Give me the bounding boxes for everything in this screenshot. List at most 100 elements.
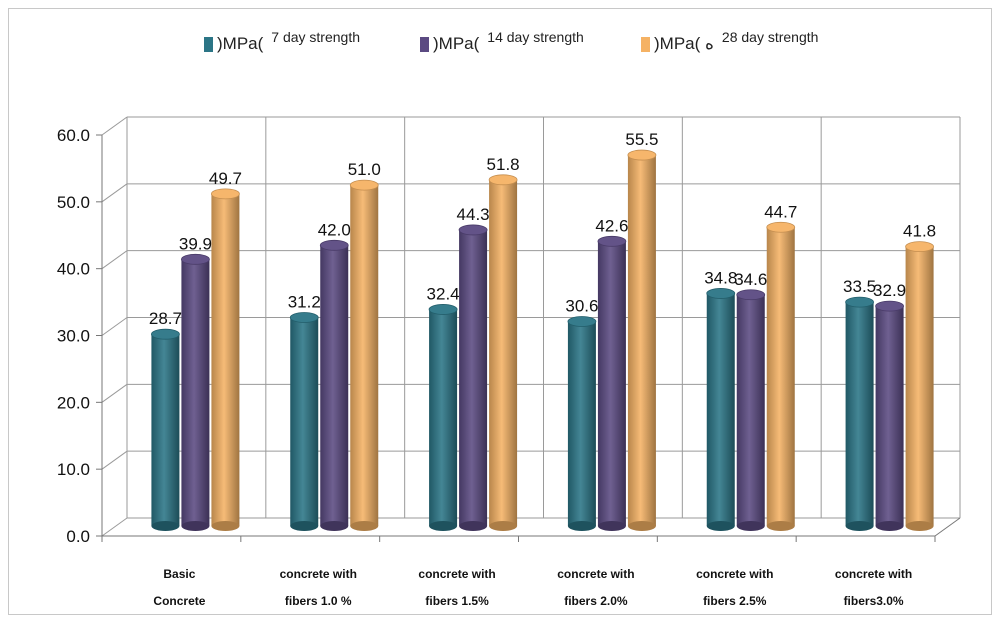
data-label: 32.4 bbox=[427, 284, 460, 303]
bar-base bbox=[181, 521, 210, 531]
bar-base bbox=[151, 521, 180, 531]
legend-label: 14 day strength bbox=[487, 29, 584, 45]
legend: )MPa( 7 day strength )MPa( 14 day streng… bbox=[0, 29, 1000, 74]
gridline-depth bbox=[101, 116, 128, 136]
x-tick-label: fibers 1.0 % bbox=[285, 594, 352, 608]
x-tick-label: fibers3.0% bbox=[844, 594, 904, 608]
bar-top bbox=[458, 224, 488, 236]
bar bbox=[875, 306, 904, 526]
legend-label: 7 day strength bbox=[271, 29, 361, 45]
bar-top bbox=[349, 179, 379, 191]
legend-item-28-day: )MPa( ه 28 day strength bbox=[641, 29, 818, 54]
bar bbox=[459, 229, 488, 526]
data-label: 42.0 bbox=[318, 220, 351, 239]
data-label: 39.9 bbox=[179, 234, 212, 253]
data-label: 31.2 bbox=[288, 292, 321, 311]
bar-base bbox=[429, 521, 458, 531]
y-tick-label: 50.0 bbox=[57, 193, 90, 212]
x-tick-label: concrete with bbox=[696, 567, 773, 581]
floor-edge bbox=[934, 517, 961, 537]
bar bbox=[597, 241, 626, 527]
bar bbox=[736, 294, 765, 526]
data-label: 41.8 bbox=[903, 222, 936, 241]
y-tick-label: 40.0 bbox=[57, 260, 90, 279]
gridline-depth bbox=[101, 183, 128, 203]
x-tick-label: Basic bbox=[163, 567, 195, 581]
bar-top bbox=[875, 300, 904, 312]
bar-base bbox=[875, 521, 904, 531]
bar-base bbox=[597, 521, 626, 531]
bar-top bbox=[488, 174, 518, 186]
legend-unit: )MPa( bbox=[433, 34, 480, 53]
bar bbox=[151, 334, 180, 526]
bar-base bbox=[766, 521, 795, 531]
bar-base bbox=[706, 521, 735, 531]
legend-swatch-28-day bbox=[641, 36, 650, 52]
gridline-depth bbox=[101, 250, 128, 270]
bar-base bbox=[845, 521, 874, 531]
legend-label: 28 day strength bbox=[721, 29, 819, 45]
data-label: 28.7 bbox=[149, 309, 182, 328]
bar-top bbox=[905, 241, 934, 253]
bar bbox=[567, 321, 596, 526]
bar-top bbox=[627, 149, 657, 161]
x-tick-label: concrete with bbox=[280, 567, 357, 581]
legend-swatch-7-day bbox=[204, 36, 213, 52]
bar-base bbox=[905, 521, 934, 531]
bar-top bbox=[736, 289, 766, 301]
bar-base bbox=[320, 521, 349, 531]
data-label: 44.3 bbox=[457, 205, 490, 224]
y-tick-label: 0.0 bbox=[66, 527, 90, 546]
legend-unit: )MPa( ه bbox=[654, 34, 714, 53]
bar-top bbox=[597, 235, 627, 247]
data-label: 44.7 bbox=[764, 202, 797, 221]
bar-base bbox=[736, 521, 765, 531]
gridline-depth bbox=[101, 517, 128, 537]
x-tick-label: concrete with bbox=[835, 567, 912, 581]
bar-base bbox=[489, 521, 518, 531]
bar bbox=[489, 179, 518, 526]
gridline-depth bbox=[101, 383, 128, 403]
x-tick-label: fibers 2.5% bbox=[703, 594, 767, 608]
bar bbox=[845, 302, 874, 526]
bar-base bbox=[627, 521, 656, 531]
y-tick-label: 20.0 bbox=[57, 393, 90, 412]
x-tick-label: concrete with bbox=[557, 567, 634, 581]
data-label: 34.8 bbox=[704, 268, 737, 287]
bar-top bbox=[766, 221, 796, 233]
bar bbox=[429, 309, 458, 526]
bar-base bbox=[350, 521, 379, 531]
gridline-depth bbox=[101, 450, 128, 470]
bar bbox=[706, 293, 735, 526]
legend-swatch-14-day bbox=[420, 36, 429, 52]
bar bbox=[905, 246, 934, 527]
x-tick-label: Concrete bbox=[153, 594, 205, 608]
bar-base bbox=[211, 521, 240, 531]
bar-base bbox=[290, 521, 319, 531]
bar bbox=[290, 317, 319, 526]
bar-top bbox=[567, 316, 597, 327]
y-tick-label: 60.0 bbox=[57, 126, 90, 145]
legend-item-7-day: )MPa( 7 day strength bbox=[204, 29, 360, 54]
bar bbox=[211, 193, 240, 527]
bar-top bbox=[428, 304, 458, 315]
data-label: 42.6 bbox=[595, 216, 628, 235]
bar-base bbox=[567, 521, 596, 531]
legend-unit: )MPa( bbox=[217, 34, 264, 53]
bar-top bbox=[319, 239, 349, 251]
gridline-depth bbox=[101, 317, 128, 336]
y-tick-label: 30.0 bbox=[57, 327, 90, 346]
data-label: 49.7 bbox=[209, 169, 242, 188]
data-label: 51.8 bbox=[487, 155, 520, 174]
bar bbox=[320, 245, 349, 527]
x-tick-label: fibers 1.5% bbox=[425, 594, 489, 608]
x-tick-label: concrete with bbox=[418, 567, 495, 581]
x-tick-label: fibers 2.0% bbox=[564, 594, 628, 608]
data-label: 33.5 bbox=[843, 277, 876, 296]
data-label: 55.5 bbox=[625, 130, 658, 149]
data-label: 32.9 bbox=[873, 281, 906, 300]
bar bbox=[181, 259, 210, 526]
data-label: 34.6 bbox=[734, 270, 767, 289]
y-tick-label: 10.0 bbox=[57, 460, 90, 479]
